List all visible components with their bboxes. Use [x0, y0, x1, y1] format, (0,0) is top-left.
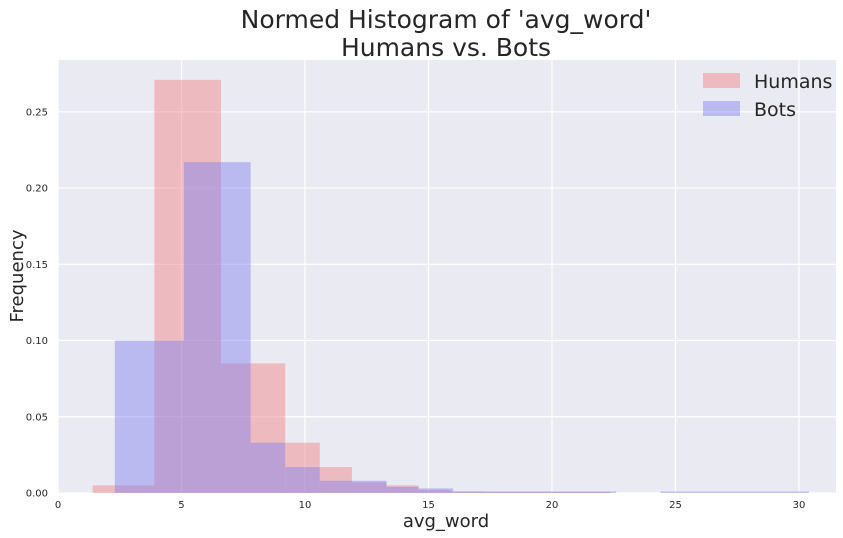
bar-bots-0	[114, 340, 157, 493]
chart-title-line-2: Humans vs. Bots	[341, 33, 551, 62]
x-tick-label-4: 20	[546, 500, 559, 511]
bar-humans-2	[221, 363, 286, 493]
legend-label-humans: Humans	[754, 71, 832, 93]
chart-title-line-1: Normed Histogram of 'avg_word'	[241, 5, 652, 34]
grid-lines	[57, 60, 836, 494]
bar-humans-5	[351, 482, 387, 493]
bar-bots-3	[250, 442, 286, 493]
bar-humans-4	[319, 467, 352, 493]
y-tick-label-0: 0.00	[26, 489, 48, 500]
bar-bots-7	[386, 486, 419, 493]
y-tick-label-1: 0.05	[26, 412, 48, 423]
bar-bots-4	[285, 467, 320, 493]
x-tick-label-2: 10	[299, 500, 312, 511]
bar-humans-9	[485, 491, 612, 493]
y-axis-ticks: 0.00 0.05 0.10 0.15 0.20 0.25	[26, 107, 48, 499]
y-tick-label-5: 0.25	[26, 107, 48, 118]
chart-title: Normed Histogram of 'avg_word' Humans vs…	[241, 5, 652, 62]
bar-bots-6	[351, 480, 387, 493]
bar-bots-1	[156, 340, 184, 493]
histogram-bars	[92, 79, 809, 493]
x-tick-label-5: 25	[669, 500, 682, 511]
bar-bots-10	[660, 491, 809, 493]
bar-humans-8	[450, 491, 486, 493]
legend-swatch-bots	[703, 101, 740, 116]
legend-swatch-humans	[703, 73, 740, 88]
x-tick-label-3: 15	[422, 500, 435, 511]
y-tick-label-2: 0.10	[26, 336, 48, 347]
bar-humans-7	[418, 489, 451, 493]
plot-area	[58, 60, 836, 493]
x-tick-label-6: 30	[793, 500, 806, 511]
bar-humans-6	[386, 485, 419, 493]
bar-bots-5	[319, 480, 352, 493]
x-tick-label-0: 0	[55, 500, 61, 511]
y-tick-label-4: 0.20	[26, 184, 48, 195]
y-tick-label-3: 0.15	[26, 260, 48, 271]
bar-humans-3	[285, 442, 320, 493]
bar-humans-1	[154, 79, 222, 493]
bar-humans-0	[92, 485, 155, 493]
x-axis-ticks: 0 5 10 15 20 25 30	[55, 500, 806, 511]
x-tick-label-1: 5	[178, 500, 184, 511]
bar-bots-2	[183, 162, 251, 493]
bar-bots-9	[453, 491, 617, 493]
y-axis-label: Frequency	[7, 229, 28, 322]
x-axis-label: avg_word	[403, 511, 489, 532]
legend-label-bots: Bots	[754, 99, 796, 121]
bar-bots-8	[418, 488, 454, 493]
legend: Humans Bots	[703, 71, 832, 121]
